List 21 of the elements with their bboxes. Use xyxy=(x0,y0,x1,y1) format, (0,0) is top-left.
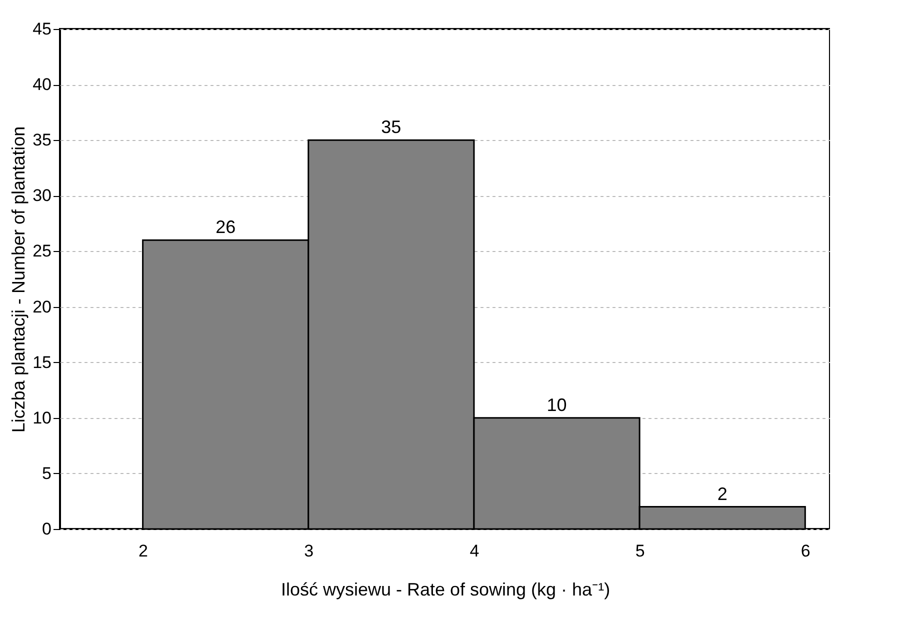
y-tick-label: 10 xyxy=(32,408,52,428)
y-tick-label: 45 xyxy=(32,20,52,38)
data-label: 35 xyxy=(381,117,402,138)
y-axis-title: Liczba plantacji - Number of plantation xyxy=(8,126,29,433)
x-tick-label: 4 xyxy=(470,542,480,560)
y-tick-label: 25 xyxy=(32,242,52,261)
y-tick-label: 20 xyxy=(32,297,52,316)
x-tick-label: 5 xyxy=(635,542,645,560)
y-tick-label: 0 xyxy=(42,520,52,538)
y-tick-label: 30 xyxy=(32,186,52,206)
x-tick-label: 6 xyxy=(800,542,810,560)
y-tick-label: 15 xyxy=(32,352,52,372)
data-label: 2 xyxy=(717,484,728,504)
x-tick-label: 3 xyxy=(304,542,314,560)
x-axis-title: Ilość wysiewu - Rate of sowing (kg · ha⁻¹) xyxy=(280,580,610,600)
y-tick-label: 5 xyxy=(42,464,52,483)
data-label: 10 xyxy=(546,394,567,415)
data-label: 26 xyxy=(216,217,236,238)
x-tick-label: 2 xyxy=(138,542,148,560)
y-tick-label: 35 xyxy=(32,130,52,150)
y-tick-label: 40 xyxy=(32,75,52,94)
